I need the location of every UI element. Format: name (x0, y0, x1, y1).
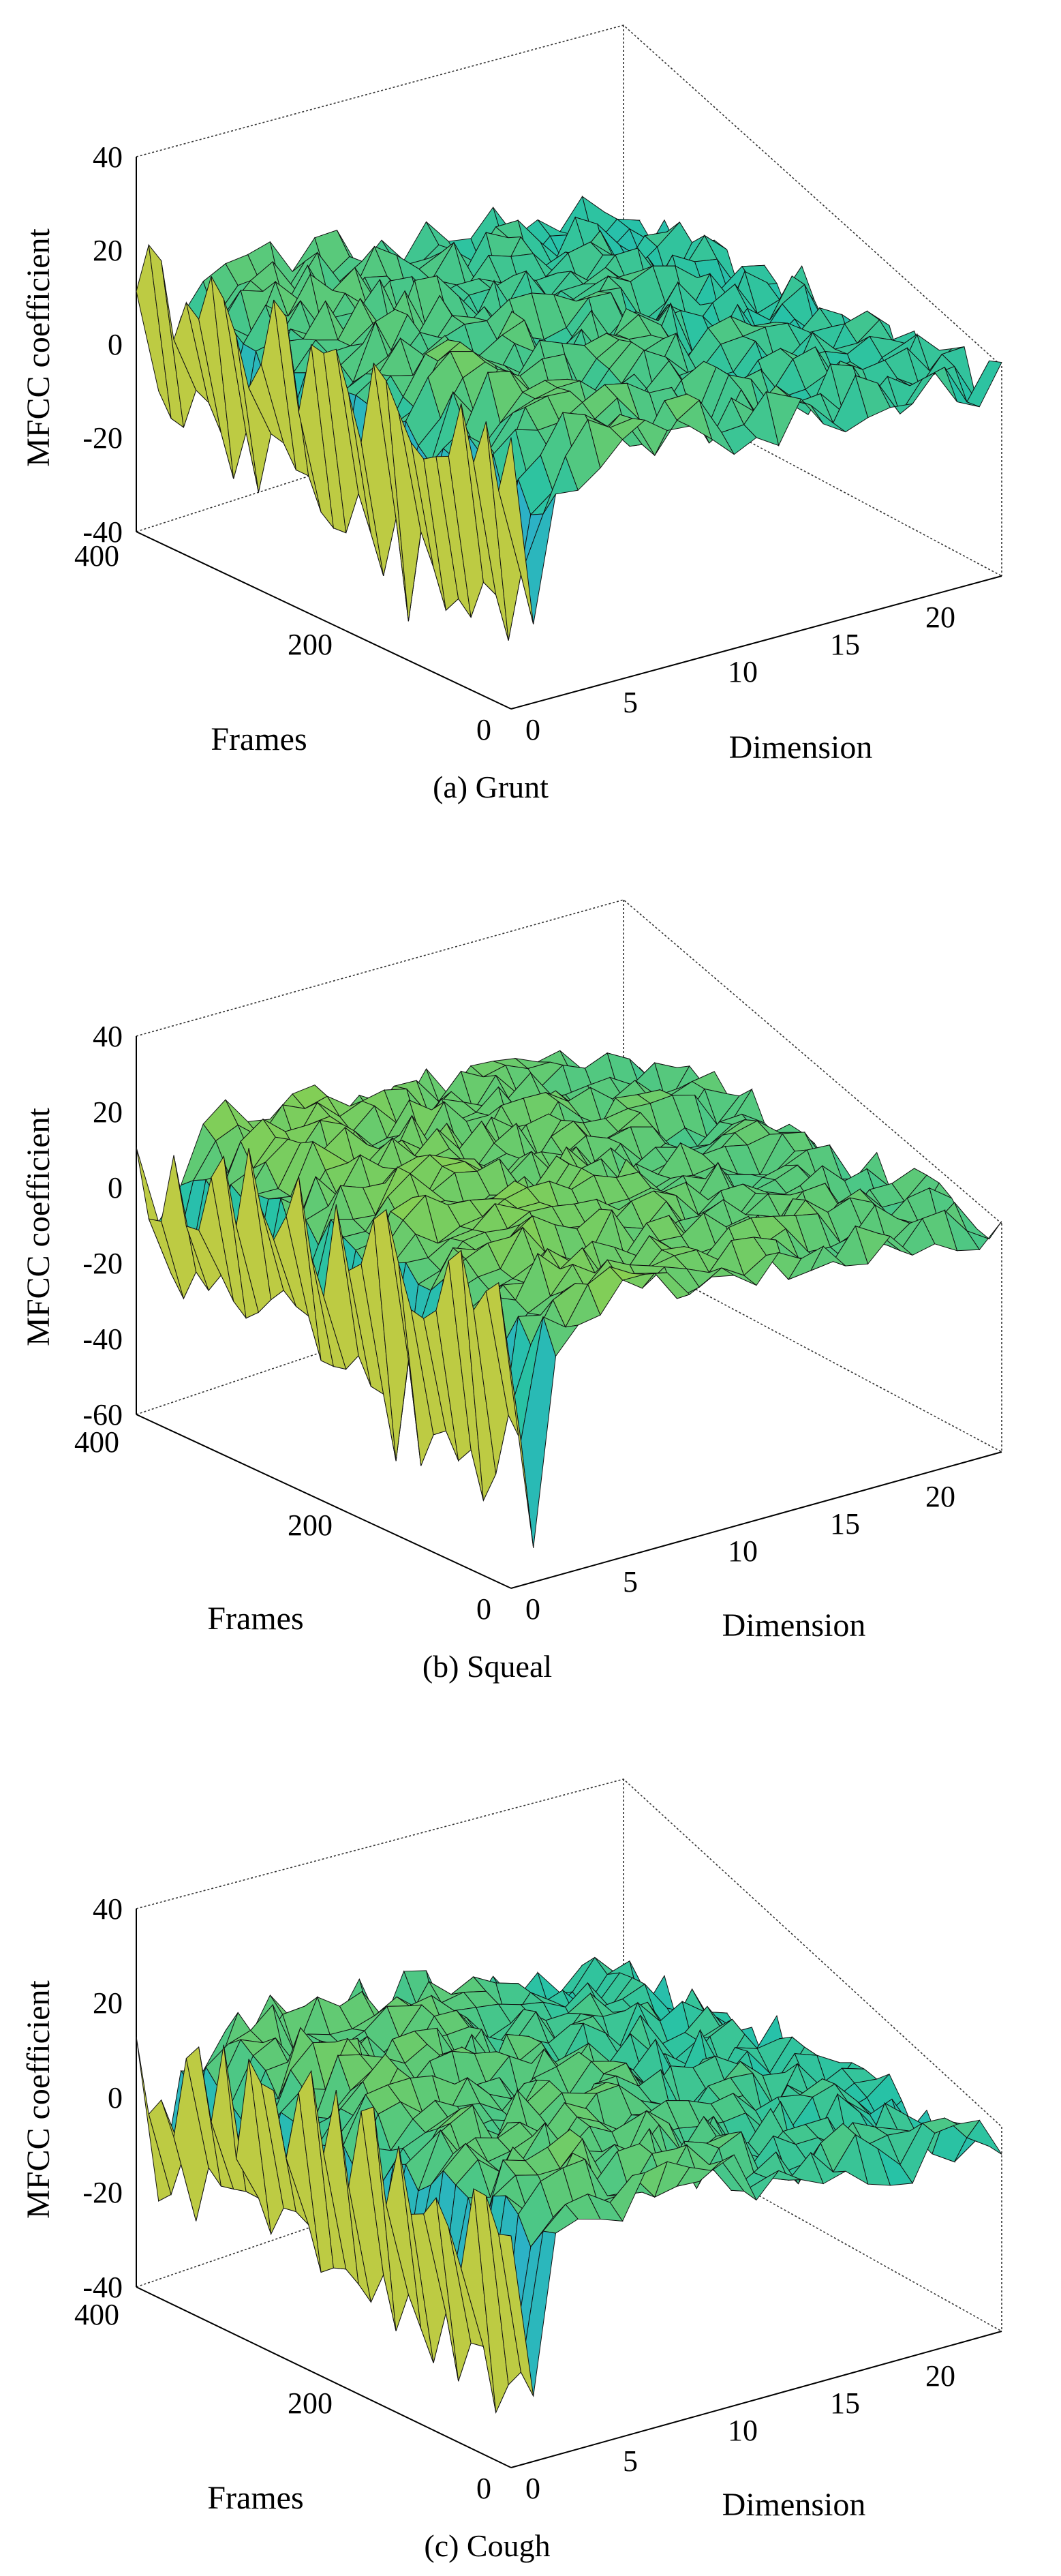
y-tick-labels: 400 200 0 (74, 2298, 491, 2505)
x-tick-label: 10 (728, 2414, 758, 2447)
panel-axes (136, 157, 1002, 710)
panel-caption: (b) Squeal (422, 1649, 552, 1684)
z-tick-label: -60 (82, 1398, 123, 1431)
y-tick-label: 200 (288, 628, 333, 661)
panel-axes (136, 1036, 1002, 1589)
surface (136, 1956, 1002, 2414)
z-tick-label: -40 (82, 1322, 123, 1356)
x-tick-label: 5 (623, 2444, 638, 2478)
surface (136, 1050, 1002, 1548)
z-axis-label: MFCC coefficient (20, 228, 57, 466)
y-tick-label: 400 (74, 539, 119, 573)
surface-facet (498, 1282, 534, 1548)
panel-squeal: 40 20 0 -20 -40 -60 400 200 0 0 5 10 15 … (20, 899, 1002, 1684)
z-tick-label: -40 (82, 2271, 123, 2304)
x-tick-label: 20 (925, 2359, 955, 2393)
z-tick-label: 40 (93, 1020, 123, 1053)
surface-facet (498, 437, 534, 624)
z-tick-label: -20 (82, 2176, 123, 2209)
z-tick-label: 20 (93, 1095, 123, 1129)
x-tick-label: 20 (925, 1480, 955, 1513)
z-tick-label: -20 (82, 421, 123, 455)
x-tick-label: 15 (830, 2386, 860, 2420)
x-tick-label: 15 (830, 628, 860, 661)
panel-cough: 40 20 0 -20 -40 400 200 0 0 5 10 15 20 M… (20, 1778, 1002, 2563)
x-tick-labels: 0 5 10 15 20 (525, 2359, 955, 2505)
x-axis-label: Dimension (722, 1607, 866, 1643)
z-tick-label: 40 (93, 140, 123, 174)
y-tick-label: 0 (476, 713, 491, 746)
x-axis-label: Dimension (729, 729, 873, 766)
x-tick-label: 20 (925, 601, 955, 634)
z-tick-label: 0 (108, 328, 123, 361)
z-tick-label: -40 (82, 515, 123, 549)
x-axis-label: Dimension (722, 2487, 866, 2523)
x-tick-label: 5 (623, 1565, 638, 1598)
panel-caption: (c) Cough (424, 2528, 550, 2563)
z-axis-label: MFCC coefficient (20, 1980, 57, 2218)
x-tick-label: 10 (728, 1534, 758, 1568)
x-tick-label: 10 (728, 655, 758, 688)
surface-facet (498, 2233, 534, 2397)
z-tick-label: -20 (82, 1247, 123, 1280)
z-tick-label: 20 (93, 234, 123, 267)
x-tick-label: 5 (623, 686, 638, 719)
z-tick-label: 0 (108, 1171, 123, 1204)
y-tick-label: 0 (476, 2472, 491, 2505)
x-tick-labels: 0 5 10 15 20 (525, 601, 955, 746)
z-tick-label: 0 (108, 2081, 123, 2115)
surface (136, 195, 1002, 641)
y-tick-label: 200 (288, 1509, 333, 1542)
z-tick-labels: 40 20 0 -20 -40 (82, 1892, 123, 2304)
panel-axes (136, 1909, 1002, 2468)
y-tick-label: 400 (74, 1425, 119, 1459)
y-axis-label: Frames (207, 1601, 303, 1637)
panel-grunt: 40 20 0 -20 -40 400 200 0 0 5 10 15 20 M… (20, 25, 1002, 804)
z-tick-labels: 40 20 0 -20 -40 -60 (82, 1020, 123, 1431)
y-tick-label: 200 (288, 2386, 333, 2420)
y-tick-label: 0 (476, 1592, 491, 1626)
x-tick-label: 0 (525, 2472, 540, 2505)
y-axis-label: Frames (207, 2480, 303, 2516)
x-tick-label: 15 (830, 1507, 860, 1541)
y-tick-labels: 400 200 0 (74, 1425, 491, 1626)
z-tick-label: 40 (93, 1892, 123, 1926)
x-tick-labels: 0 5 10 15 20 (525, 1480, 955, 1626)
panel-caption: (a) Grunt (433, 770, 549, 804)
z-axis-label: MFCC coefficient (20, 1107, 57, 1346)
z-tick-label: 20 (93, 1986, 123, 2020)
y-axis-label: Frames (211, 721, 307, 757)
y-tick-labels: 400 200 0 (74, 539, 491, 746)
z-tick-labels: 40 20 0 -20 -40 (82, 140, 123, 549)
x-tick-label: 0 (525, 1592, 540, 1626)
x-tick-label: 0 (525, 713, 540, 746)
y-tick-label: 400 (74, 2298, 119, 2331)
